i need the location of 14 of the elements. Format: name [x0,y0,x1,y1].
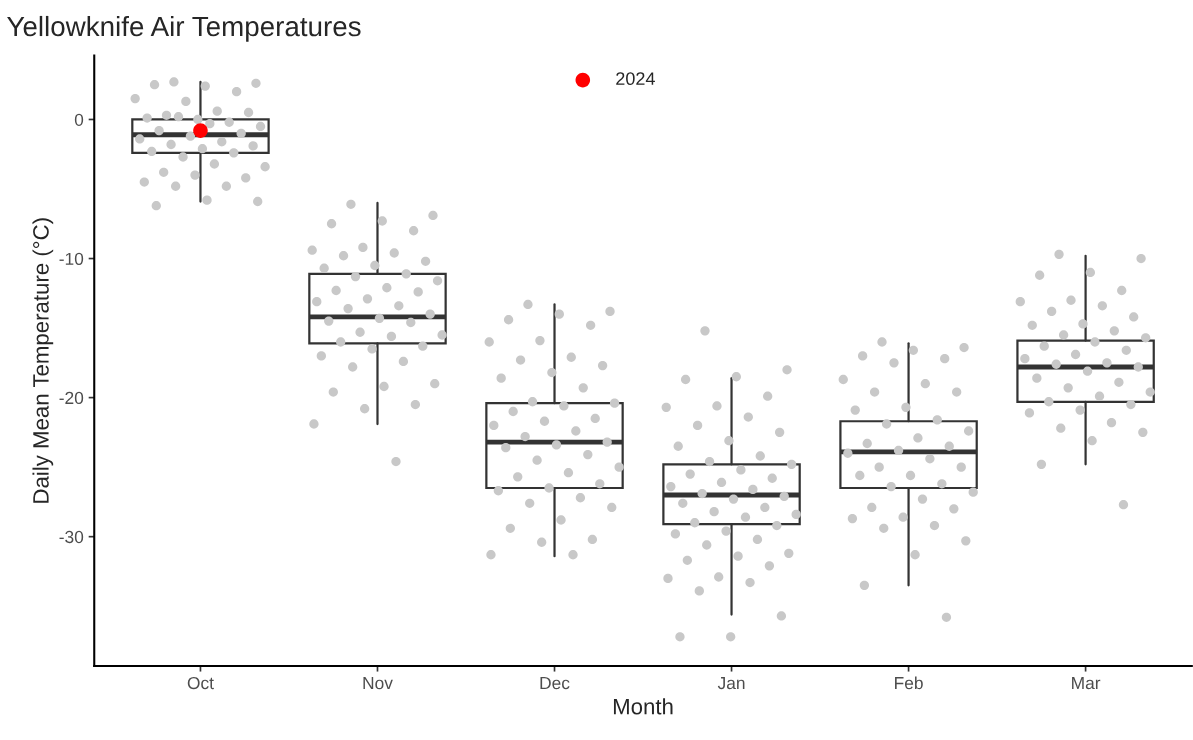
x-tick-label: Nov [363,677,393,690]
y-tick-label: 0 [74,113,84,126]
y-tick-label: -20 [59,391,84,405]
x-tick-label: Oct [187,676,214,690]
y-tick-label: -30 [59,530,84,544]
x-tick-label: Jan [717,677,745,690]
chart-title: Yellowknife Air Temperatures [7,15,361,42]
x-tick-label: Mar [1072,677,1101,690]
x-tick-label: Dec [540,677,570,690]
x-axis-title: Month [613,698,673,715]
legend-label: 2024 [616,72,655,86]
y-axis-title: Daily Mean Temperature (°C) [32,218,54,503]
x-tick-label: Feb [895,676,923,690]
y-tick-label: -10 [59,252,84,265]
